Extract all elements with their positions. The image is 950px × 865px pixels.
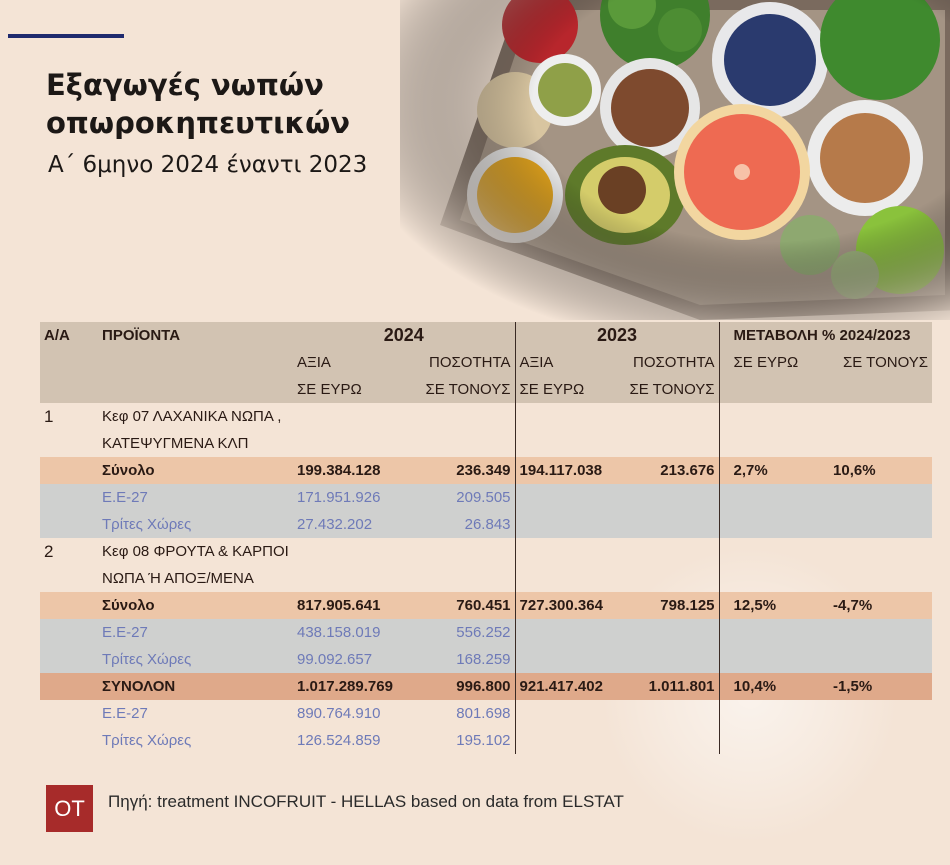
row-label: Τρίτες Χώρες	[98, 511, 293, 538]
header-change-tons: ΣΕ ΤΟΝΟΥΣ	[819, 349, 933, 376]
value-2024: 171.951.926	[293, 484, 413, 511]
brand-logo: OT	[46, 785, 93, 832]
group-label: ΝΩΠΑ Ή ΑΠΟΞ/ΜΕΝΑ	[102, 570, 254, 587]
header-qty-2023-top: ΠΟΣΟΤΗΤΑ	[623, 349, 720, 376]
group-number: 1	[44, 406, 54, 426]
exports-table: Α/Α ΠΡΟΪΟΝΤΑ 2024 2023 ΜΕΤΑΒΟΛΗ % 2024/2…	[40, 322, 933, 754]
value-2024: 817.905.641	[293, 592, 413, 619]
title-line-2: οπωροκηπευτικών	[46, 106, 351, 140]
group-label: Κεφ 07 ΛΑΧΑΝΙΚΑ ΝΩΠΑ ,	[102, 408, 282, 425]
qty-2023: 798.125	[623, 592, 720, 619]
qty-2023: 1.011.801	[623, 673, 720, 700]
group-number: 2	[44, 541, 54, 561]
table-row: Ε.Ε-27 438.158.019 556.252	[40, 619, 933, 646]
header-row-units-top: ΑΞΙΑ ΠΟΣΟΤΗΤΑ ΑΞΙΑ ΠΟΣΟΤΗΤΑ ΣΕ ΕΥΡΩ ΣΕ Τ…	[40, 349, 933, 376]
group-row: 1 Κεφ 07 ΛΑΧΑΝΙΚΑ ΝΩΠΑ ,	[40, 403, 932, 430]
header-qty-2023-bottom: ΣΕ ΤΟΝΟΥΣ	[623, 376, 720, 403]
group-row: 2 Κεφ 08 ΦΡΟΥΤΑ & ΚΑΡΠΟΙ	[40, 538, 932, 565]
group-label: Κεφ 08 ΦΡΟΥΤΑ & ΚΑΡΠΟΙ	[102, 543, 289, 560]
row-label: Σύνολο	[98, 457, 293, 484]
qty-2024: 236.349	[413, 457, 516, 484]
page-subtitle: Α΄ 6μηνο 2024 έναντι 2023	[48, 152, 368, 178]
food-tray-image	[400, 0, 950, 320]
table-row: Ε.Ε-27 890.764.910 801.698	[40, 700, 932, 727]
header-value-2023-bottom: ΣΕ ΕΥΡΩ	[514, 376, 624, 403]
header-qty-2024-bottom: ΣΕ ΤΟΝΟΥΣ	[413, 376, 516, 403]
change-euro: 2,7%	[718, 457, 820, 484]
header-row-years: Α/Α ΠΡΟΪΟΝΤΑ 2024 2023 ΜΕΤΑΒΟΛΗ % 2024/2…	[40, 322, 933, 349]
header-change-euro: ΣΕ ΕΥΡΩ	[718, 349, 820, 376]
change-tons: 10,6%	[819, 457, 933, 484]
qty-2024: 195.102	[456, 732, 511, 749]
qty-2024: 760.451	[413, 592, 516, 619]
qty-2024: 556.252	[413, 619, 516, 646]
value-2023: 727.300.364	[514, 592, 624, 619]
value-2024: 199.384.128	[293, 457, 413, 484]
header-value-2024-bottom: ΣΕ ΕΥΡΩ	[293, 376, 413, 403]
col-header-2023: 2023	[514, 322, 720, 349]
group-row: ΚΑΤΕΨΥΓΜΕΝΑ ΚΛΠ	[40, 430, 932, 457]
value-2024: 99.092.657	[293, 646, 413, 673]
value-2024: 126.524.859	[297, 732, 381, 749]
header-value-2024-top: ΑΞΙΑ	[293, 349, 413, 376]
value-2023: 194.117.038	[514, 457, 624, 484]
value-2024: 1.017.289.769	[293, 673, 413, 700]
page-title: Εξαγωγές νωπών οπωροκηπευτικών	[46, 66, 350, 142]
col-header-aa: Α/Α	[40, 322, 98, 349]
qty-2024: 168.259	[413, 646, 516, 673]
value-2024: 438.158.019	[293, 619, 413, 646]
table-row: Τρίτες Χώρες 27.432.202 26.843	[40, 511, 933, 538]
header-qty-2024-top: ΠΟΣΟΤΗΤΑ	[413, 349, 516, 376]
grand-total-row: ΣΥΝΟΛΟΝ 1.017.289.769 996.800 921.417.40…	[40, 673, 933, 700]
row-label: Ε.Ε-27	[102, 705, 148, 722]
qty-2024: 26.843	[413, 511, 516, 538]
header-row-units-bottom: ΣΕ ΕΥΡΩ ΣΕ ΤΟΝΟΥΣ ΣΕ ΕΥΡΩ ΣΕ ΤΟΝΟΥΣ	[40, 376, 933, 403]
row-label: Τρίτες Χώρες	[98, 646, 293, 673]
change-euro: 10,4%	[718, 673, 820, 700]
row-label: Σύνολο	[98, 592, 293, 619]
table-row: Τρίτες Χώρες 126.524.859 195.102	[40, 727, 932, 754]
row-label: Ε.Ε-27	[98, 619, 293, 646]
qty-2024: 801.698	[456, 705, 511, 722]
row-label: Τρίτες Χώρες	[102, 732, 192, 749]
qty-2024: 996.800	[413, 673, 516, 700]
accent-line	[8, 34, 124, 38]
table-row: Ε.Ε-27 171.951.926 209.505	[40, 484, 933, 511]
header-value-2023-top: ΑΞΙΑ	[514, 349, 624, 376]
change-tons: -4,7%	[819, 592, 933, 619]
row-label: Ε.Ε-27	[98, 484, 293, 511]
table-row: Τρίτες Χώρες 99.092.657 168.259	[40, 646, 933, 673]
qty-2023: 213.676	[623, 457, 720, 484]
table-row: Σύνολο 817.905.641 760.451 727.300.364 7…	[40, 592, 933, 619]
change-tons: -1,5%	[819, 673, 933, 700]
value-2023: 921.417.402	[514, 673, 624, 700]
col-header-change: ΜΕΤΑΒΟΛΗ % 2024/2023	[718, 322, 933, 349]
group-row: ΝΩΠΑ Ή ΑΠΟΞ/ΜΕΝΑ	[40, 565, 932, 592]
row-label: ΣΥΝΟΛΟΝ	[98, 673, 293, 700]
col-header-2024: 2024	[293, 322, 516, 349]
value-2024: 890.764.910	[297, 705, 381, 722]
source-note: Πηγή: treatment INCOFRUIT - HELLAS based…	[108, 792, 624, 811]
group-label: ΚΑΤΕΨΥΓΜΕΝΑ ΚΛΠ	[102, 435, 249, 452]
qty-2024: 209.505	[413, 484, 516, 511]
col-header-products: ΠΡΟΪΟΝΤΑ	[98, 322, 293, 349]
value-2024: 27.432.202	[293, 511, 413, 538]
table-row: Σύνολο 199.384.128 236.349 194.117.038 2…	[40, 457, 933, 484]
change-euro: 12,5%	[718, 592, 820, 619]
title-line-1: Εξαγωγές νωπών	[46, 68, 324, 102]
